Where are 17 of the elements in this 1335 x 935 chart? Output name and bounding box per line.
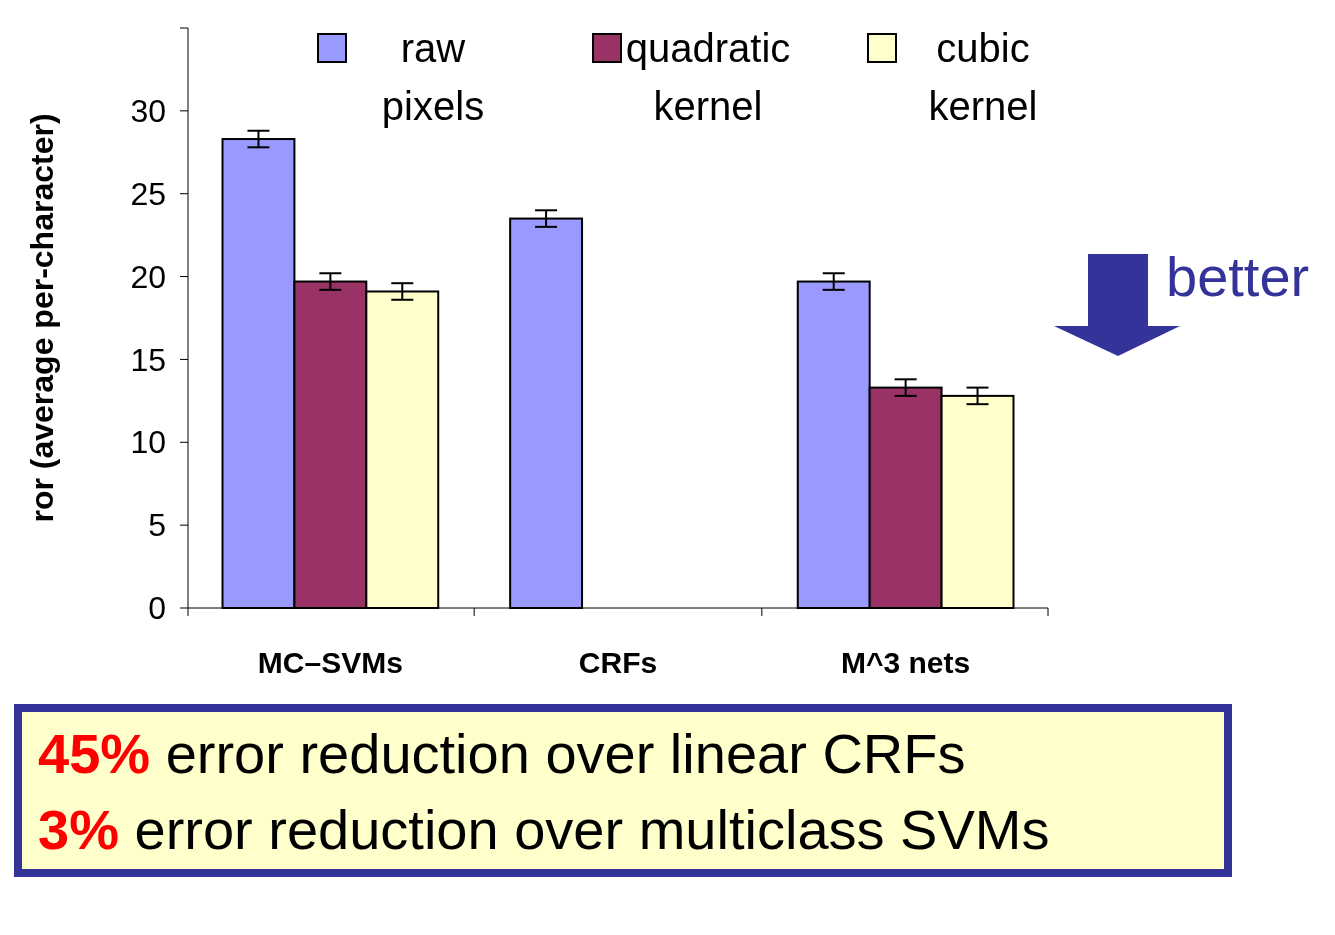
y-tick-label: 0 xyxy=(148,590,166,627)
x-tick-label: MC–SVMs xyxy=(257,646,403,679)
legend-label: quadratic kernel xyxy=(625,26,791,128)
y-tick-label: 5 xyxy=(148,507,166,544)
y-tick-label: 15 xyxy=(130,341,166,378)
text: 3% error reduction over multiclass SVMs xyxy=(38,798,1050,861)
text: better xyxy=(1166,245,1310,308)
y-tick-label: 20 xyxy=(130,258,166,295)
x-tick-label: CRFs xyxy=(578,646,658,679)
legend-label: raw pixels xyxy=(381,26,485,128)
legend-label: cubic kernel xyxy=(928,26,1038,128)
y-tick-label: 30 xyxy=(130,93,166,130)
text: 45% error reduction over linear CRFs xyxy=(38,722,966,785)
y-tick-label: 25 xyxy=(130,175,166,212)
y-axis-title: ror (average per-character) xyxy=(24,113,60,523)
y-tick-label: 10 xyxy=(130,424,166,461)
x-tick-label: M^3 nets xyxy=(841,646,971,679)
